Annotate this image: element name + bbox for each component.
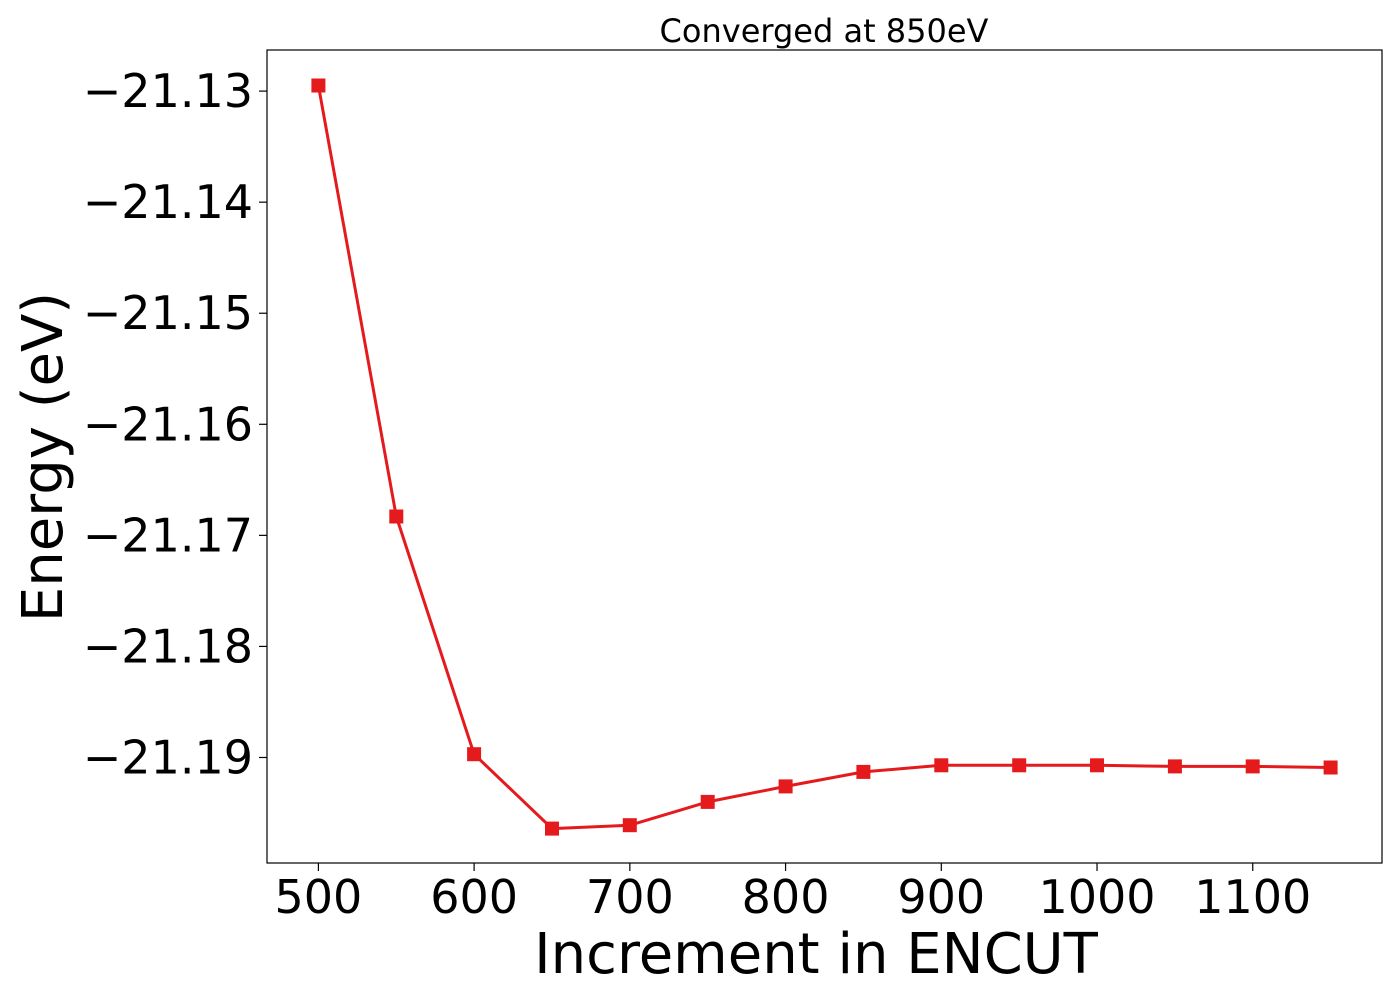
x-tick-label: 600 bbox=[430, 870, 518, 924]
y-tick-label: −21.18 bbox=[83, 619, 253, 673]
y-tick-label: −21.16 bbox=[83, 397, 253, 451]
series-line bbox=[316, 85, 1331, 831]
y-tick-label: −21.14 bbox=[83, 175, 253, 229]
x-tick-label: 1000 bbox=[1038, 870, 1155, 924]
data-point bbox=[1167, 759, 1182, 774]
x-tick-label: 900 bbox=[897, 870, 985, 924]
data-point bbox=[1090, 758, 1104, 773]
data-point bbox=[467, 747, 482, 762]
chart-title: Converged at 850eV bbox=[660, 12, 989, 50]
x-axis-ticks: 500 600 700 800 900 1000 1100 bbox=[274, 863, 1311, 924]
y-tick-label: −21.13 bbox=[83, 64, 253, 118]
data-point bbox=[856, 764, 871, 779]
data-point bbox=[545, 821, 559, 836]
y-axis-ticks: −21.13 −21.14 −21.15 −21.16 −21.17 −21.18 −21.… bbox=[83, 64, 267, 784]
data-point bbox=[934, 758, 949, 773]
data-point bbox=[1323, 760, 1338, 775]
data-point bbox=[311, 78, 326, 93]
y-tick-label: −21.17 bbox=[83, 508, 253, 562]
data-point bbox=[622, 818, 637, 833]
x-tick-label: 800 bbox=[742, 870, 830, 924]
series-markers bbox=[311, 78, 1338, 836]
plot-frame bbox=[266, 49, 1383, 864]
data-point bbox=[778, 779, 793, 794]
x-tick-label: 1100 bbox=[1194, 870, 1311, 924]
data-point bbox=[1012, 758, 1027, 773]
data-point bbox=[389, 509, 404, 524]
x-tick-label: 700 bbox=[586, 870, 674, 924]
data-point bbox=[700, 794, 715, 809]
x-tick-label: 500 bbox=[274, 870, 362, 924]
y-axis-label: Energy (eV) bbox=[11, 292, 76, 622]
plot-background bbox=[267, 50, 1382, 863]
y-tick-label: −21.19 bbox=[83, 730, 253, 784]
x-axis-label: Increment in ENCUT bbox=[534, 922, 1099, 987]
data-point bbox=[1245, 759, 1260, 774]
y-tick-label: −21.15 bbox=[83, 286, 253, 340]
